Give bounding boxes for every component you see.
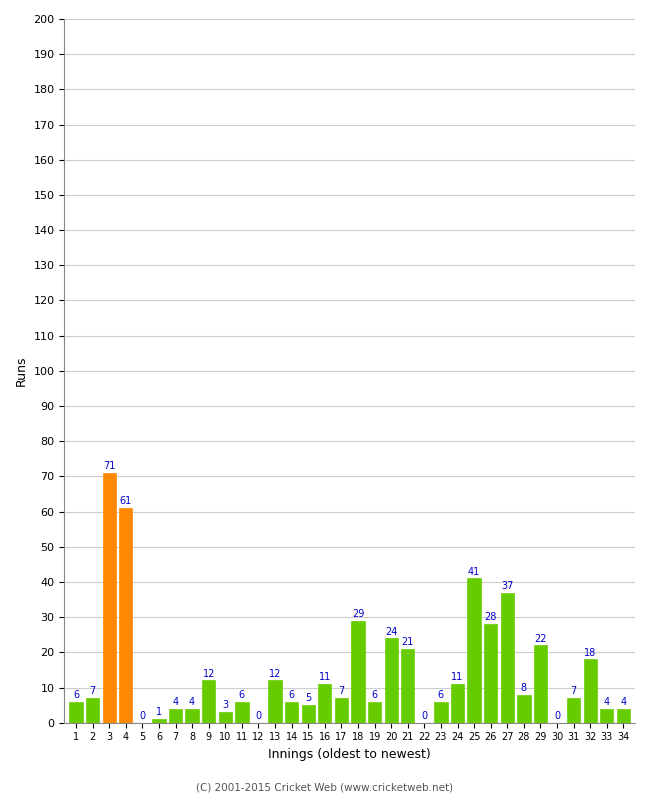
Text: 1: 1: [156, 707, 162, 718]
Text: 37: 37: [501, 581, 514, 590]
Bar: [285, 702, 298, 722]
Text: 7: 7: [338, 686, 344, 696]
Bar: [318, 684, 332, 722]
Text: 6: 6: [289, 690, 294, 700]
Bar: [451, 684, 464, 722]
Text: 18: 18: [584, 648, 596, 658]
Text: 61: 61: [120, 496, 132, 506]
Text: 11: 11: [318, 672, 331, 682]
Bar: [484, 624, 497, 722]
Bar: [385, 638, 398, 722]
Text: (C) 2001-2015 Cricket Web (www.cricketweb.net): (C) 2001-2015 Cricket Web (www.cricketwe…: [196, 782, 454, 792]
Bar: [86, 698, 99, 722]
Bar: [103, 473, 116, 722]
Text: 4: 4: [189, 697, 195, 707]
Bar: [500, 593, 514, 722]
Bar: [202, 681, 215, 722]
Text: 28: 28: [484, 613, 497, 622]
Bar: [268, 681, 281, 722]
X-axis label: Innings (oldest to newest): Innings (oldest to newest): [268, 748, 431, 761]
Bar: [467, 578, 481, 722]
Text: 22: 22: [534, 634, 547, 643]
Text: 4: 4: [620, 697, 627, 707]
Bar: [434, 702, 448, 722]
Bar: [584, 659, 597, 722]
Bar: [218, 712, 232, 722]
Text: 0: 0: [421, 711, 428, 721]
Bar: [567, 698, 580, 722]
Bar: [119, 508, 133, 722]
Bar: [235, 702, 248, 722]
Text: 12: 12: [203, 669, 215, 678]
Bar: [368, 702, 381, 722]
Text: 5: 5: [305, 694, 311, 703]
Bar: [169, 709, 182, 722]
Text: 3: 3: [222, 701, 228, 710]
Text: 6: 6: [372, 690, 378, 700]
Text: 6: 6: [239, 690, 245, 700]
Text: 6: 6: [438, 690, 444, 700]
Bar: [534, 646, 547, 722]
Text: 11: 11: [451, 672, 463, 682]
Bar: [185, 709, 199, 722]
Text: 71: 71: [103, 461, 116, 471]
Text: 24: 24: [385, 626, 397, 637]
Bar: [517, 694, 530, 722]
Text: 7: 7: [571, 686, 577, 696]
Text: 0: 0: [139, 711, 146, 721]
Y-axis label: Runs: Runs: [15, 356, 28, 386]
Text: 8: 8: [521, 683, 527, 693]
Text: 6: 6: [73, 690, 79, 700]
Text: 41: 41: [468, 566, 480, 577]
Text: 4: 4: [172, 697, 179, 707]
Bar: [70, 702, 83, 722]
Bar: [401, 649, 415, 722]
Bar: [600, 709, 614, 722]
Text: 21: 21: [402, 637, 414, 647]
Bar: [152, 719, 166, 722]
Text: 12: 12: [269, 669, 281, 678]
Text: 4: 4: [604, 697, 610, 707]
Text: 0: 0: [255, 711, 261, 721]
Bar: [335, 698, 348, 722]
Text: 0: 0: [554, 711, 560, 721]
Bar: [352, 621, 365, 722]
Text: 7: 7: [90, 686, 96, 696]
Bar: [617, 709, 630, 722]
Text: 29: 29: [352, 609, 364, 619]
Bar: [302, 705, 315, 722]
